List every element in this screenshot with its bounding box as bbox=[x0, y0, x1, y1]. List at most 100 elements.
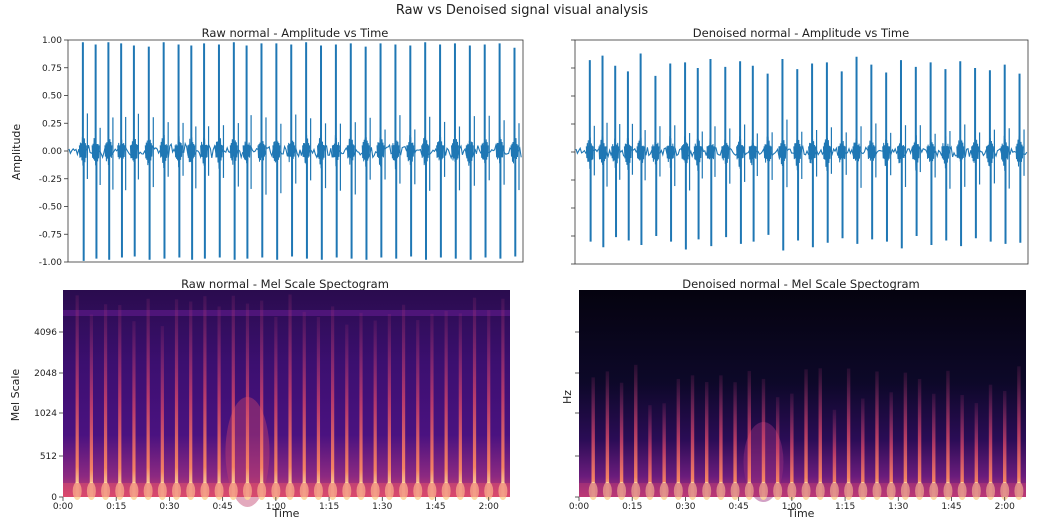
spectrogram-beat-base bbox=[702, 482, 712, 500]
x-tick-label: 1:30 bbox=[888, 502, 908, 512]
spectrogram-beat bbox=[917, 378, 922, 497]
spectrogram-beat bbox=[903, 372, 908, 497]
raw-spectrogram-ticks: 0:00 0:15 0:30 0:45 1:00 1:15 1:30 1:45 2:00 4096… bbox=[34, 328, 499, 512]
spectrogram-beat bbox=[846, 368, 851, 497]
raw-spectrogram-panel: Raw normal - Mel Scale Spectogram 0:00 0:… bbox=[9, 277, 510, 520]
denoised-spectrogram-ylabel: Hz bbox=[561, 390, 574, 404]
spectrogram-beat-base bbox=[716, 482, 726, 500]
spectrogram-beat-base bbox=[342, 482, 352, 500]
spectrogram-beat bbox=[619, 382, 624, 497]
spectrogram-beat-base bbox=[214, 482, 224, 500]
x-tick-label: 2:00 bbox=[995, 502, 1015, 512]
spectrogram-beat-base bbox=[900, 482, 910, 500]
spectrogram-beat-base bbox=[101, 482, 111, 500]
spectrogram-beat bbox=[761, 378, 766, 497]
raw-waveform-frame bbox=[67, 39, 524, 263]
spectrogram-beat-base bbox=[484, 482, 494, 500]
spectrogram-beat bbox=[974, 403, 979, 497]
x-tick-label: 1:15 bbox=[319, 502, 339, 512]
x-tick-label: 1:45 bbox=[941, 502, 961, 512]
spectrogram-beat-base bbox=[370, 482, 380, 500]
denoised-waveform-series bbox=[575, 53, 1028, 251]
x-tick-label: 0:30 bbox=[675, 502, 695, 512]
spectrogram-beat-base bbox=[1014, 482, 1024, 500]
spectrogram-beat bbox=[747, 370, 751, 497]
spectrogram-beat bbox=[174, 299, 179, 497]
y-tick-label: -0.75 bbox=[39, 230, 62, 240]
x-tick-label: 0:30 bbox=[159, 502, 179, 512]
spectrogram-beat-base bbox=[86, 482, 96, 500]
x-tick-label: 0:45 bbox=[729, 502, 749, 512]
spectrogram-beat-base bbox=[186, 482, 196, 500]
denoised-waveform-panel: Denoised normal - Amplitude vs Time bbox=[571, 26, 1029, 265]
y-tick-label: -0.50 bbox=[39, 203, 63, 213]
x-tick-label: 0:15 bbox=[622, 502, 642, 512]
spectrogram-beat-base bbox=[200, 482, 210, 500]
spectrogram-beat-base bbox=[313, 482, 323, 500]
spectrogram-beat bbox=[1017, 366, 1021, 497]
x-tick-label: 1:00 bbox=[782, 502, 802, 512]
spectrogram-beat bbox=[430, 313, 434, 497]
spectrogram-beat-base bbox=[588, 482, 598, 500]
waveform-noise-line bbox=[68, 141, 522, 160]
spectrogram-beat bbox=[401, 304, 406, 497]
x-tick-label: 0:15 bbox=[106, 502, 126, 512]
y-tick-label: 0.50 bbox=[42, 92, 62, 102]
spectrogram-beat-base bbox=[617, 482, 627, 500]
spectrogram-beat bbox=[960, 394, 964, 497]
spectrogram-beat bbox=[705, 382, 709, 497]
denoised-spectrogram-background bbox=[579, 290, 1026, 497]
spectrogram-beat bbox=[790, 393, 794, 497]
y-tick-label: -0.25 bbox=[39, 175, 62, 185]
spectrogram-beat bbox=[662, 403, 666, 497]
spectrogram-beat-base bbox=[929, 482, 939, 500]
raw-spectrogram-background bbox=[63, 290, 510, 497]
y-tick-label: 0.00 bbox=[42, 147, 62, 157]
spectrogram-beat bbox=[245, 303, 250, 497]
spectrogram-beat-base bbox=[172, 482, 182, 500]
spectrogram-beat-base bbox=[413, 482, 423, 500]
figure-title: Raw vs Denoised signal visual analysis bbox=[396, 3, 649, 18]
spectrogram-beat bbox=[733, 382, 737, 497]
spectrogram-beat bbox=[861, 398, 865, 497]
raw-spectrogram-xlabel: Time bbox=[272, 507, 300, 520]
y-tick-label: 2048 bbox=[34, 369, 57, 379]
x-tick-label: 0:00 bbox=[569, 502, 589, 512]
spectrogram-beat-base bbox=[157, 482, 167, 500]
spectrogram-beat bbox=[501, 298, 505, 497]
spectrogram-beat bbox=[189, 301, 193, 497]
x-tick-label: 0:00 bbox=[53, 502, 73, 512]
spectrogram-beat bbox=[605, 371, 610, 497]
spectrogram-beat bbox=[875, 371, 879, 497]
spectrogram-beat-base bbox=[427, 482, 437, 500]
spectrogram-beat-base bbox=[986, 482, 996, 500]
spectrogram-beat bbox=[804, 369, 808, 497]
denoised-spectrogram-xlabel: Time bbox=[787, 507, 815, 520]
spectrogram-beat-base bbox=[886, 482, 896, 500]
denoised-spectrogram-title: Denoised normal - Mel Scale Spectogram bbox=[682, 277, 920, 291]
raw-waveform-panel: Raw normal - Amplitude vs Time Amplitude… bbox=[10, 26, 524, 268]
spectrogram-beat bbox=[444, 310, 448, 497]
x-tick-label: 1:45 bbox=[425, 502, 445, 512]
spectrogram-beat bbox=[146, 298, 150, 497]
spectrogram-beat-base bbox=[659, 482, 669, 500]
spectrogram-beat-base bbox=[242, 482, 252, 500]
spectrogram-beat bbox=[775, 397, 780, 497]
spectrogram-beat-base bbox=[299, 482, 309, 500]
x-tick-label: 0:45 bbox=[213, 502, 233, 512]
spectrogram-beat-base bbox=[631, 482, 641, 500]
y-tick-label: 0.75 bbox=[42, 64, 62, 74]
spectrogram-beat-base bbox=[115, 482, 125, 500]
spectrogram-beat bbox=[203, 296, 207, 497]
spectrogram-beat bbox=[832, 409, 837, 497]
spectrogram-beat-base bbox=[285, 482, 295, 500]
spectrogram-beat-base bbox=[872, 482, 882, 500]
denoised-waveform-title: Denoised normal - Amplitude vs Time bbox=[693, 26, 909, 40]
y-tick-label: -1.00 bbox=[39, 258, 63, 268]
spectrogram-beat-base bbox=[384, 482, 394, 500]
spectrogram-beat-base bbox=[730, 482, 740, 500]
raw-spectrogram-title: Raw normal - Mel Scale Spectogram bbox=[181, 277, 389, 291]
y-tick-label: 512 bbox=[40, 452, 57, 462]
spectrogram-beat bbox=[373, 320, 377, 497]
spectrogram-beat bbox=[719, 375, 723, 497]
